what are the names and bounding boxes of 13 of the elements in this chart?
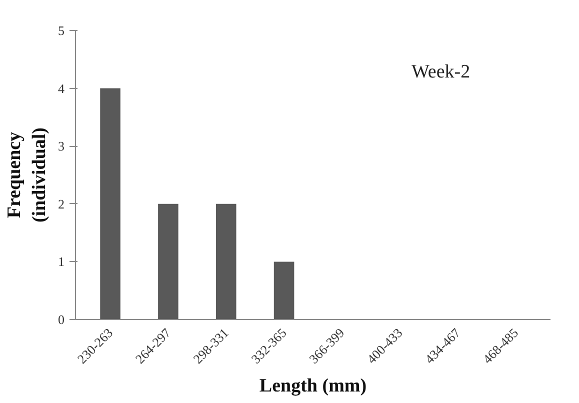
- bar: [158, 204, 178, 320]
- bar: [274, 262, 294, 320]
- y-tick-label: 3: [58, 138, 64, 154]
- bar: [216, 204, 236, 320]
- x-axis-title: Length (mm): [259, 376, 367, 396]
- y-tick-label: 5: [58, 23, 64, 38]
- y-tick-label: 1: [58, 254, 64, 270]
- annotation: Week-2: [411, 62, 470, 83]
- y-tick-label: 0: [58, 312, 64, 327]
- y-tick-label: 4: [58, 80, 65, 96]
- y-tick-label: 2: [58, 196, 64, 212]
- y-axis-title: Frequency (individual): [4, 127, 50, 223]
- bar: [100, 88, 120, 320]
